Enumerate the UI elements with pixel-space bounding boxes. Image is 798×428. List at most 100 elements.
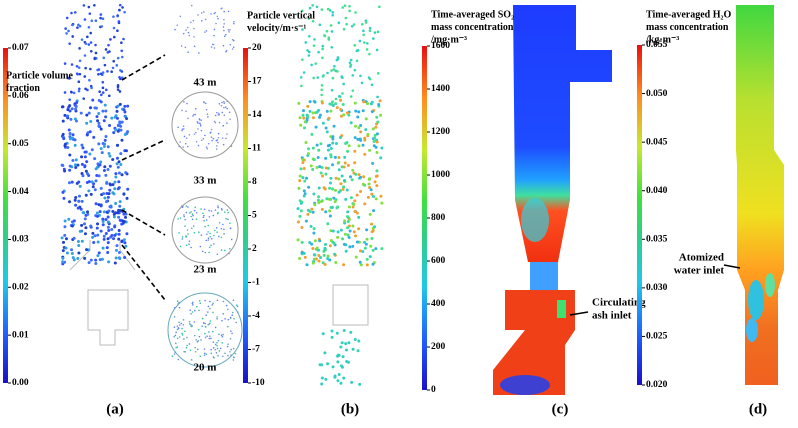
particle	[345, 188, 349, 192]
particle	[181, 236, 184, 238]
particle	[124, 212, 128, 216]
particle	[222, 333, 224, 336]
particle	[320, 382, 324, 386]
particle	[102, 169, 106, 173]
particle	[67, 181, 71, 185]
particle	[234, 352, 237, 355]
particle	[320, 376, 324, 380]
particle	[198, 52, 200, 54]
particle	[319, 142, 323, 146]
particle	[320, 88, 324, 92]
particle	[222, 44, 225, 47]
particle	[315, 166, 319, 170]
particle	[204, 134, 206, 137]
particle	[192, 304, 194, 306]
particle	[68, 137, 72, 141]
particle	[120, 222, 124, 226]
particle	[328, 244, 332, 248]
particle	[298, 116, 302, 120]
particle	[335, 331, 339, 335]
colorbar-tick-label: 0.035	[646, 234, 668, 244]
particle	[116, 129, 120, 133]
particle	[74, 158, 78, 162]
particle	[120, 70, 124, 73]
particle	[200, 12, 203, 14]
particle	[227, 318, 230, 321]
particle	[217, 205, 219, 207]
particle	[83, 256, 87, 260]
colorbar-tick-label: 11	[252, 144, 261, 154]
particle	[207, 239, 210, 241]
colorbar-tick-label: 0.01	[12, 330, 29, 340]
particle	[99, 72, 103, 76]
particle	[307, 147, 311, 151]
particle	[106, 145, 110, 149]
annotation: Atomized	[679, 252, 724, 264]
particle	[193, 45, 196, 48]
particle	[378, 99, 382, 103]
particle	[208, 331, 210, 333]
particle	[315, 246, 319, 250]
particle	[178, 232, 180, 234]
particle	[368, 148, 372, 152]
particle	[119, 128, 123, 132]
particle	[104, 88, 108, 92]
particle	[194, 206, 197, 209]
particle	[68, 98, 71, 101]
particle	[103, 103, 107, 107]
particle	[375, 48, 379, 52]
particle	[313, 239, 317, 243]
particle	[104, 232, 108, 236]
particle	[375, 169, 379, 173]
particle	[108, 164, 112, 168]
particle	[85, 113, 89, 117]
particle	[357, 126, 361, 130]
particle	[190, 325, 192, 328]
colorbar	[3, 48, 8, 383]
particle	[205, 239, 208, 242]
particle	[207, 237, 210, 239]
particle	[320, 207, 324, 211]
particle	[326, 71, 329, 75]
particle	[337, 177, 341, 181]
particle	[350, 178, 354, 182]
particle	[376, 30, 380, 34]
particle	[229, 316, 232, 319]
particle	[179, 217, 182, 219]
particle	[61, 105, 65, 109]
particle	[197, 14, 199, 16]
particle	[68, 135, 72, 139]
particle	[112, 212, 116, 216]
particle	[229, 29, 231, 31]
particle	[308, 6, 312, 10]
particle	[224, 352, 226, 355]
particle	[108, 182, 112, 186]
particle	[218, 221, 221, 224]
particle	[125, 117, 129, 121]
particle	[316, 155, 320, 159]
particle	[174, 28, 176, 31]
particle	[89, 106, 93, 110]
particle	[372, 194, 376, 198]
particle	[212, 347, 215, 349]
particle	[339, 381, 343, 385]
particle	[116, 88, 120, 91]
particle	[344, 348, 348, 352]
particle	[104, 109, 108, 113]
particle	[118, 90, 122, 93]
particle	[208, 216, 211, 218]
particle	[191, 213, 194, 216]
particle	[86, 210, 90, 214]
particle	[325, 197, 329, 201]
particle	[179, 324, 181, 326]
particle	[94, 258, 98, 262]
particle	[368, 26, 372, 30]
particle	[331, 229, 335, 233]
particle	[310, 207, 314, 211]
particle	[208, 209, 210, 212]
particle	[64, 237, 68, 241]
particle	[373, 225, 377, 229]
particle	[364, 128, 368, 132]
particle	[370, 237, 374, 241]
particle	[339, 107, 343, 111]
